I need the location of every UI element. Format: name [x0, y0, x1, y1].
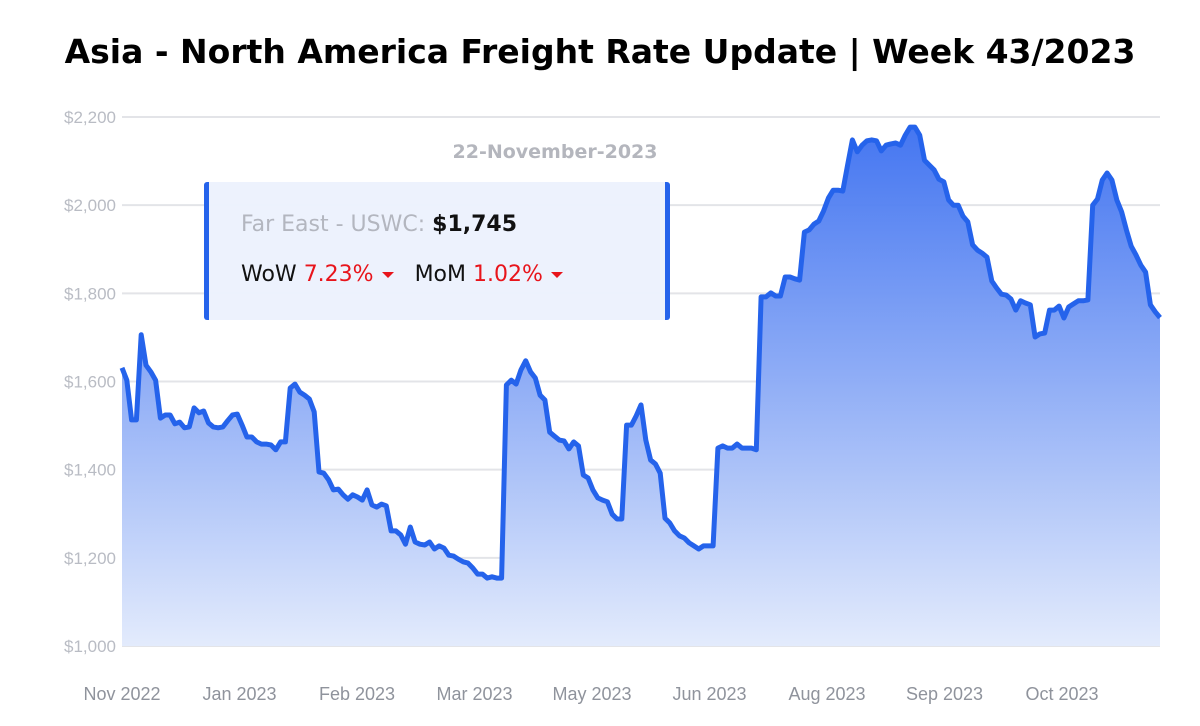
x-tick-label: May 2023 [552, 684, 631, 704]
y-tick-label: $2,200 [64, 108, 116, 127]
x-tick-label: Jan 2023 [202, 684, 276, 704]
tooltip-date: 22-November-2023 [452, 141, 658, 163]
tooltip-series-row: Far East - USWC: $1,745 [241, 212, 517, 237]
y-tick-label: $1,400 [64, 461, 116, 480]
mom-label: MoM [414, 262, 467, 287]
tooltip-change-row: WoW 7.23% MoM 1.02% [241, 262, 577, 287]
tooltip: Far East - USWC: $1,745 WoW 7.23% MoM 1.… [204, 182, 670, 320]
x-tick-label: Aug 2023 [788, 684, 865, 704]
mom-value: 1.02% [473, 262, 543, 287]
series-area-far-east-uswc [122, 127, 1160, 647]
wow-value: 7.23% [303, 262, 374, 287]
tooltip-series-label: Far East - USWC: [241, 212, 426, 237]
y-tick-label: $1,200 [64, 549, 116, 568]
x-tick-label: Nov 2022 [83, 684, 160, 704]
wow-label: WoW [241, 262, 297, 287]
series-line-far-east-uswc[interactable] [119, 124, 1162, 581]
x-tick-label: Jun 2023 [672, 684, 746, 704]
x-axis: Nov 2022 Jan 2023 Feb 2023 Mar 2023 May 2023… [83, 684, 1098, 704]
x-tick-label: Feb 2023 [319, 684, 395, 704]
y-axis: $1,000 $1,200 $1,400 $1,600 $1,800 $2,000 $2,2… [64, 108, 116, 656]
caret-down-icon [550, 272, 563, 278]
caret-down-icon [381, 272, 394, 278]
y-tick-label: $1,600 [64, 373, 116, 392]
y-tick-label: $2,000 [64, 196, 116, 215]
tooltip-value: $1,745 [432, 212, 518, 237]
x-tick-label: Oct 2023 [1025, 684, 1098, 704]
chart-title: Asia - North America Freight Rate Update… [64, 32, 1136, 71]
y-tick-label: $1,800 [64, 284, 116, 303]
y-tick-label: $1,000 [64, 637, 116, 656]
x-tick-label: Mar 2023 [436, 684, 512, 704]
x-tick-label: Sep 2023 [906, 684, 983, 704]
